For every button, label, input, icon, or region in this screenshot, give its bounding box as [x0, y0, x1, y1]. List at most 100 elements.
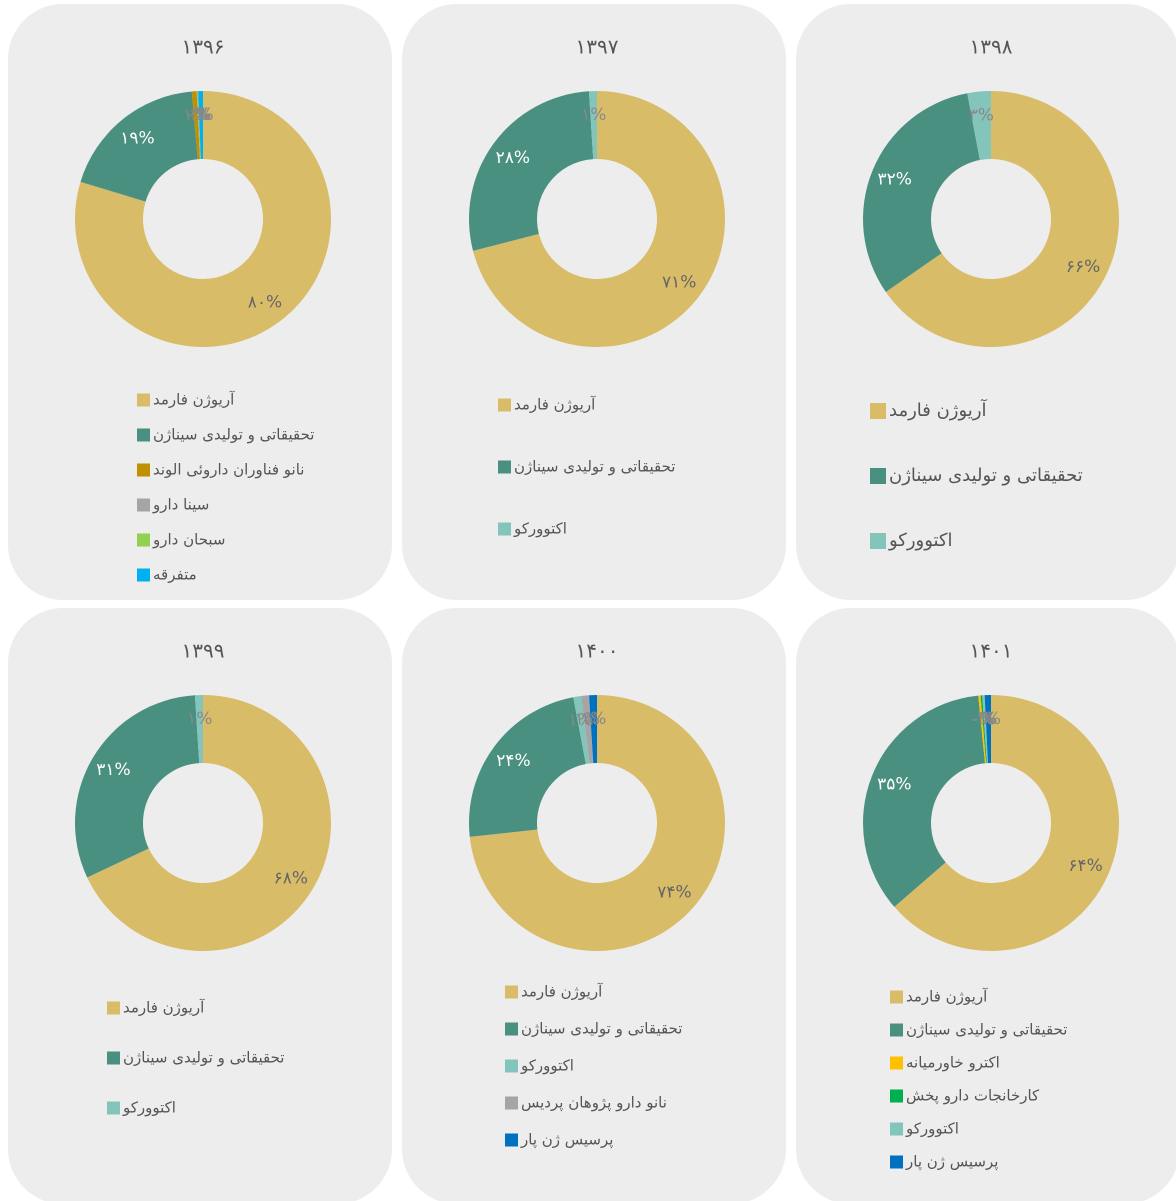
legend-label: نانو فناوران داروئی الوند — [153, 461, 304, 479]
data-label: ۱% — [187, 709, 212, 729]
data-label: ۳۲% — [878, 170, 912, 190]
legend-label: سبحان دارو — [152, 531, 225, 549]
legend-swatch — [137, 463, 150, 477]
donut-slice — [980, 695, 987, 764]
legend-swatch — [505, 1059, 518, 1073]
chart-title: ۱۳۹۶ — [182, 35, 225, 59]
donut-slice — [469, 91, 594, 251]
legend-label: تحقیقاتی و تولیدی سیناژن — [514, 458, 675, 476]
data-label: ۳% — [969, 105, 994, 125]
donut-slice — [473, 91, 726, 347]
legend-label: آریوژن فارمد — [514, 396, 596, 414]
legend-swatch — [890, 1155, 903, 1169]
donut-slice — [191, 91, 200, 160]
data-label: ۱% — [581, 105, 606, 125]
legend-swatch — [107, 1051, 120, 1065]
donut-slice — [984, 695, 991, 764]
donut-slice — [894, 695, 1119, 951]
data-label: ۶۸% — [274, 869, 308, 889]
donut-slice — [863, 695, 986, 907]
legend-label: تحقیقاتی و تولیدی سیناژن — [153, 426, 314, 444]
donut-slice — [982, 695, 989, 764]
data-label: ۶۶% — [1066, 257, 1100, 277]
donut-slice — [978, 695, 987, 764]
data-label: ۸۰% — [248, 293, 282, 313]
legend-swatch — [505, 1133, 518, 1147]
legend-swatch — [137, 498, 150, 512]
donut-slice — [198, 91, 203, 160]
donut-slice — [74, 695, 200, 878]
legend-swatch — [870, 468, 886, 484]
data-label: ۲۴% — [496, 751, 530, 771]
data-label: ۰% — [186, 105, 211, 125]
legend-swatch — [870, 533, 886, 549]
donut-slice — [581, 695, 594, 764]
legend-swatch — [137, 393, 150, 407]
donut-slice — [863, 93, 980, 292]
donut-slice — [967, 91, 991, 161]
chart-title: ۱۳۹۹ — [182, 639, 225, 663]
data-label: ۱% — [575, 709, 600, 729]
chart-title: ۱۴۰۰ — [576, 639, 619, 663]
legend-swatch — [505, 1096, 518, 1110]
donut-slice — [469, 695, 725, 951]
legend-swatch — [890, 990, 903, 1004]
data-label: ۰% — [185, 105, 210, 125]
legend-label: آریوژن فارمد — [889, 398, 988, 421]
donut-slice — [74, 91, 331, 348]
legend-label: تحقیقاتی و تولیدی سیناژن — [521, 1020, 682, 1038]
legend-swatch — [107, 1001, 120, 1015]
legend-label: آریوژن فارمد — [521, 983, 603, 1001]
data-label: ۰% — [969, 709, 994, 729]
legend-label: آریوژن فارمد — [153, 391, 235, 409]
legend-swatch — [137, 568, 150, 582]
chart-title: ۱۴۰۱ — [970, 639, 1013, 663]
donut-slice — [469, 697, 586, 837]
legend-label: اکترو خاورمیانه — [906, 1054, 1000, 1072]
legend-label: اکتوورکو — [513, 520, 567, 538]
legend-label: تحقیقاتی و تولیدی سیناژن — [889, 465, 1083, 486]
legend-swatch — [505, 985, 518, 999]
donut-slice — [885, 91, 1119, 347]
data-label: ۱% — [581, 709, 606, 729]
legend-swatch — [890, 1122, 903, 1136]
data-label: ۷۱% — [662, 273, 696, 293]
data-label: ۱% — [188, 105, 213, 125]
legend-swatch — [107, 1101, 120, 1115]
data-label: ۰% — [972, 709, 997, 729]
legend-swatch — [890, 1056, 903, 1070]
data-label: ۱% — [568, 710, 593, 730]
legend-swatch — [870, 403, 886, 419]
legend-label: پرسیس ژن پار — [520, 1131, 613, 1150]
legend-label: اکتوورکو — [520, 1057, 574, 1075]
legend-swatch — [890, 1023, 903, 1037]
legend-label: پرسیس ژن پار — [905, 1153, 998, 1172]
donut-slice — [588, 91, 597, 160]
data-label: ۱۹% — [120, 128, 154, 148]
legend-swatch — [498, 398, 511, 412]
legend-label: سینا دارو — [152, 496, 209, 514]
legend-swatch — [505, 1022, 518, 1036]
donut-slice — [87, 695, 332, 952]
legend-label: اکتوورکو — [888, 530, 953, 551]
donut-slice — [196, 91, 201, 160]
chart-title: ۱۳۹۷ — [576, 35, 619, 59]
legend-label: تحقیقاتی و تولیدی سیناژن — [906, 1021, 1067, 1039]
data-label: ۶۴% — [1068, 856, 1102, 876]
legend-label: متفرقه — [153, 566, 197, 584]
legend-label: تحقیقاتی و تولیدی سیناژن — [123, 1049, 284, 1067]
data-label: ۱% — [976, 709, 1001, 729]
legend-swatch — [137, 533, 150, 547]
data-label: ۷۴% — [657, 882, 691, 902]
data-label: ۰% — [971, 709, 996, 729]
data-label: ۳۵% — [877, 775, 911, 795]
legend-label: اکتوورکو — [122, 1099, 176, 1117]
data-label: ۳۱% — [96, 760, 130, 780]
donut-slice — [197, 91, 201, 160]
legend-label: نانو دارو پژوهان پردیس — [521, 1094, 667, 1113]
donut-slice — [80, 91, 198, 202]
legend-label: آریوژن فارمد — [906, 988, 988, 1006]
legend-swatch — [137, 428, 150, 442]
